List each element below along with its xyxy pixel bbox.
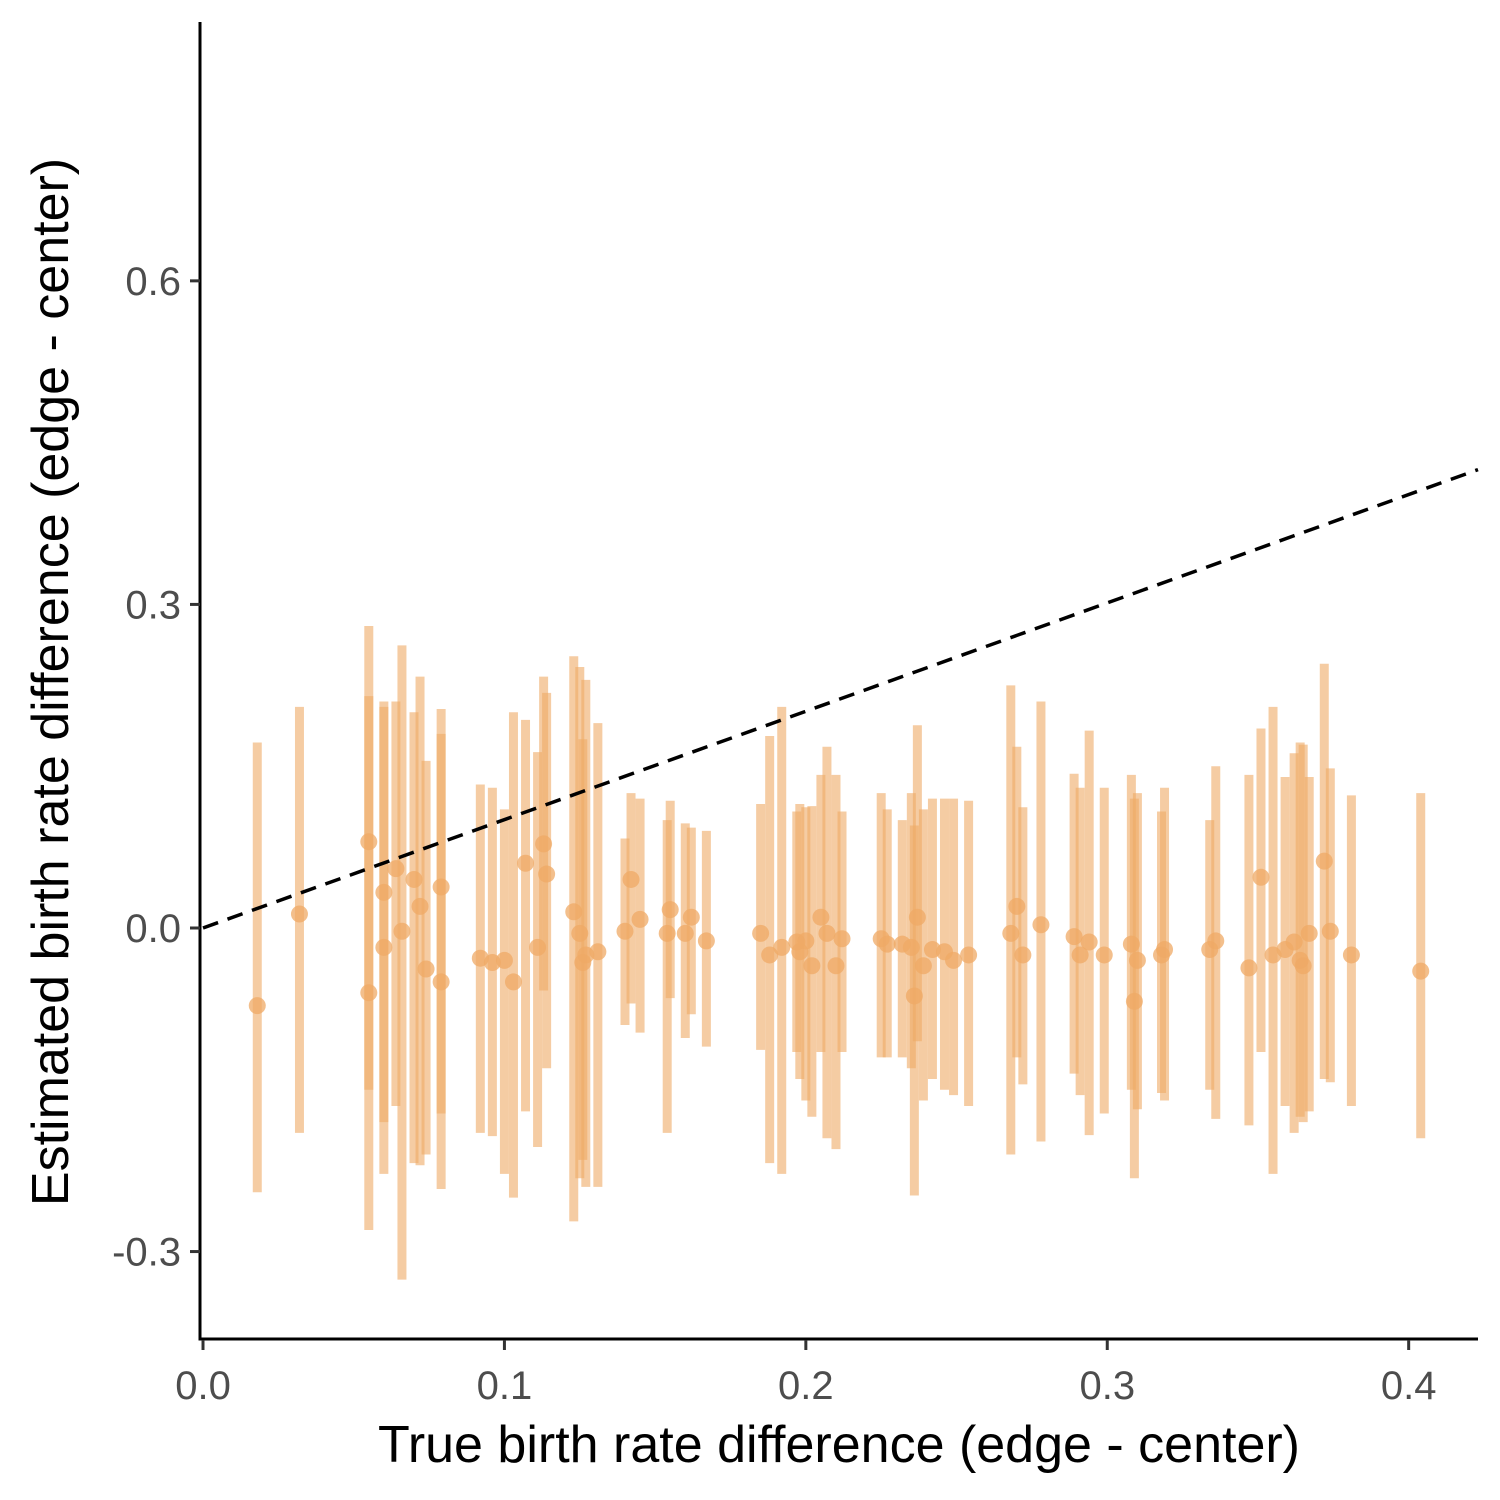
data-point — [914, 957, 932, 975]
data-point — [616, 922, 634, 940]
data-point — [504, 973, 522, 991]
data-point — [517, 854, 535, 872]
data-point — [589, 943, 607, 961]
data-point — [631, 910, 649, 928]
data-point — [360, 833, 378, 851]
data-point — [1240, 959, 1258, 977]
data-point — [682, 908, 700, 926]
data-point — [1008, 897, 1026, 915]
data-point — [1128, 951, 1146, 969]
data-point — [393, 922, 411, 940]
y-axis-title: Estimated birth rate difference (edge - … — [22, 158, 80, 1206]
data-point — [411, 897, 429, 915]
data-point — [387, 860, 405, 878]
data-point — [571, 924, 589, 942]
data-point — [1095, 946, 1113, 964]
data-point — [375, 883, 393, 901]
data-point — [432, 878, 450, 896]
data-point — [1285, 933, 1303, 951]
data-point — [697, 932, 715, 950]
data-point — [538, 865, 556, 883]
data-point — [827, 957, 845, 975]
data-point — [812, 908, 830, 926]
data-point — [661, 901, 679, 919]
data-point — [833, 930, 851, 948]
data-point — [797, 932, 815, 950]
data-point — [405, 870, 423, 888]
data-point — [1125, 992, 1143, 1010]
data-point — [908, 908, 926, 926]
data-point — [945, 951, 963, 969]
data-point — [248, 997, 266, 1015]
data-point — [622, 870, 640, 888]
data-point — [818, 924, 836, 942]
x-tick-label: 0.1 — [477, 1364, 533, 1408]
data-point — [803, 957, 821, 975]
data-point — [878, 935, 896, 953]
x-tick-label: 0.0 — [175, 1364, 231, 1408]
data-point — [1300, 924, 1318, 942]
data-point — [535, 835, 553, 853]
data-point — [360, 984, 378, 1002]
data-point — [1321, 922, 1339, 940]
data-point — [1065, 928, 1083, 946]
data-point — [1032, 916, 1050, 934]
data-point — [290, 905, 308, 923]
data-point — [1071, 946, 1089, 964]
data-point — [902, 938, 920, 956]
data-point — [1412, 962, 1430, 980]
data-point — [905, 987, 923, 1005]
y-tick-label: 0.6 — [125, 260, 181, 304]
data-point — [417, 960, 435, 978]
data-point — [752, 924, 770, 942]
data-point — [658, 924, 676, 942]
data-point — [1294, 957, 1312, 975]
data-point — [375, 938, 393, 956]
data-point — [1002, 924, 1020, 942]
data-point — [1080, 933, 1098, 951]
data-point — [1315, 852, 1333, 870]
data-point — [432, 973, 450, 991]
data-point — [1207, 932, 1225, 950]
data-point — [1342, 946, 1360, 964]
y-tick-label: 0.3 — [125, 583, 181, 627]
data-point — [1156, 941, 1174, 959]
data-point — [565, 903, 583, 921]
data-point — [529, 938, 547, 956]
data-point — [960, 946, 978, 964]
x-axis-ticks: 0.0 0.1 0.2 0.3 0.4 — [175, 1340, 1436, 1408]
error-bars — [252, 625, 1426, 1280]
data-point — [676, 924, 694, 942]
reference-line-layer — [202, 467, 1479, 930]
reference-line — [202, 467, 1479, 930]
x-tick-label: 0.4 — [1381, 1364, 1437, 1408]
data-point — [1252, 868, 1270, 886]
data-point — [495, 951, 513, 969]
x-tick-label: 0.2 — [778, 1364, 834, 1408]
data-points — [248, 833, 1430, 1015]
data-point — [773, 938, 791, 956]
y-axis-ticks: -0.3 0.0 0.3 0.6 — [112, 260, 200, 1275]
y-tick-label: 0.0 — [125, 907, 181, 951]
data-point — [1014, 946, 1032, 964]
data-point — [1122, 935, 1140, 953]
x-tick-label: 0.3 — [1079, 1364, 1135, 1408]
y-tick-label: -0.3 — [112, 1231, 181, 1275]
x-axis-title: True birth rate difference (edge - cente… — [378, 1416, 1300, 1474]
